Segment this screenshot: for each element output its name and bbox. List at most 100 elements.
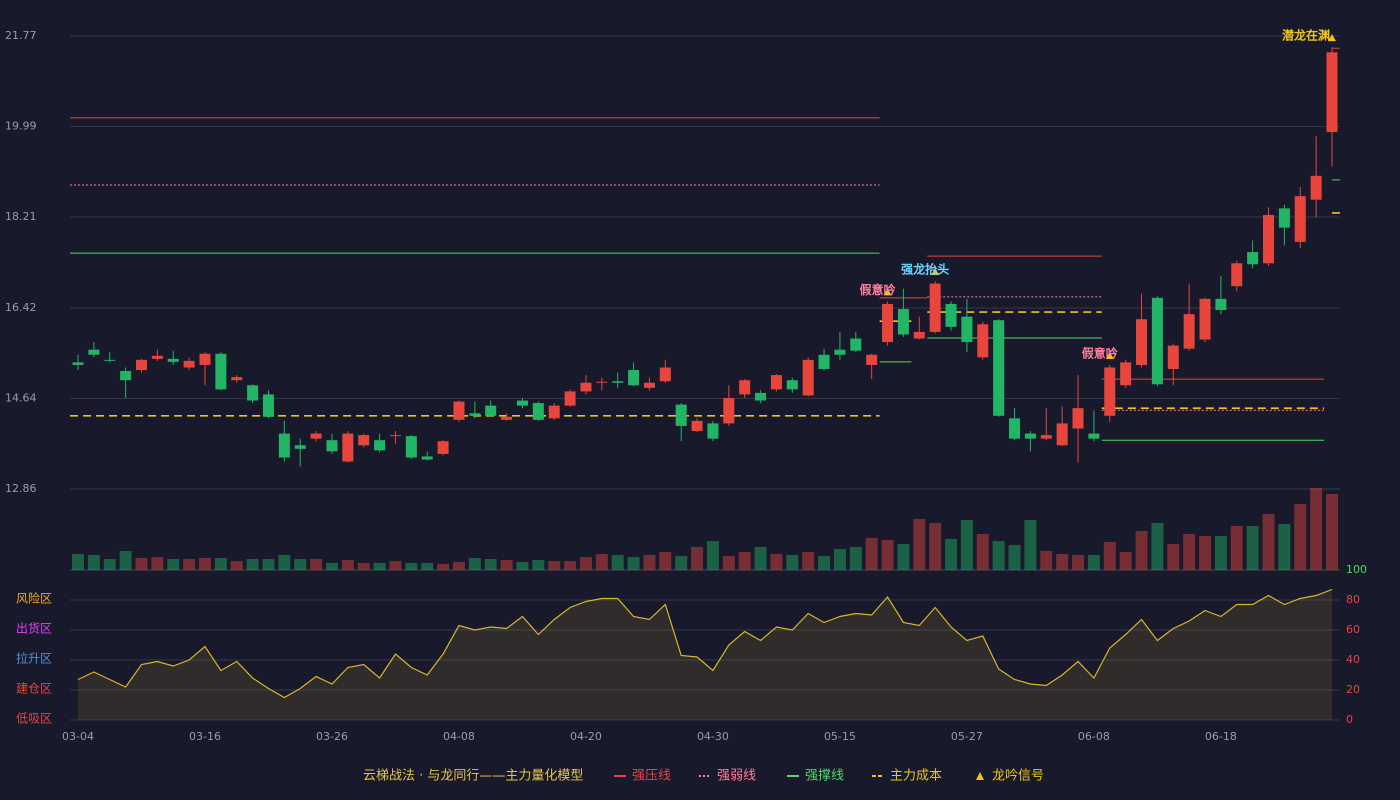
candle-body [1009, 418, 1021, 439]
candle-body [405, 436, 417, 458]
x-tick-label: 05-15 [824, 730, 856, 743]
y2-tick-label: 20 [1346, 683, 1360, 696]
volume-bar [421, 563, 434, 570]
y-tick-label: 14.64 [5, 392, 37, 405]
candle-body [1183, 314, 1195, 349]
volume-bar [1262, 514, 1275, 570]
volume-bar [1278, 524, 1291, 570]
candle-body [628, 370, 640, 386]
candle-body [866, 354, 878, 365]
volume-bar [87, 555, 100, 570]
zone-label: 出货区 [16, 621, 52, 636]
y-tick-label: 18.21 [5, 210, 37, 223]
volume-bar [1024, 520, 1037, 570]
volume-bar [1008, 545, 1021, 570]
candle-body [310, 433, 322, 439]
x-tick-label: 05-27 [951, 730, 983, 743]
y-tick-label: 21.77 [5, 29, 37, 42]
volume-bar [706, 541, 719, 570]
volume-bar [1326, 494, 1338, 570]
legend-label: 强撑线 [805, 769, 844, 784]
signal-marker [1328, 34, 1336, 42]
volume-bar [1103, 542, 1116, 570]
volume-bar [1294, 504, 1307, 570]
candle-body [342, 433, 354, 462]
candle-body [659, 367, 671, 382]
y-tick-label: 12.86 [5, 482, 37, 495]
x-tick-label: 03-26 [316, 730, 348, 743]
volume-bar [135, 558, 148, 570]
signal-label: 假意吟 [1082, 345, 1118, 360]
signal-marker [1105, 351, 1114, 359]
indicator-area [78, 589, 1332, 720]
candle-body [1215, 298, 1227, 311]
candle-body [596, 381, 608, 383]
candle-body [215, 353, 227, 390]
x-tick-label: 06-18 [1205, 730, 1237, 743]
volume-bar [325, 563, 338, 570]
candle-body [183, 360, 195, 368]
volume-bar [405, 563, 418, 570]
candle-body [770, 375, 782, 390]
candle-body [755, 392, 767, 401]
candle-body [1294, 196, 1306, 242]
x-tick-label: 06-08 [1078, 730, 1110, 743]
legend-label: 主力成本 [890, 769, 942, 784]
candle-body [516, 400, 528, 406]
volume-bar [548, 561, 561, 570]
y2-tick-label: 60 [1346, 623, 1360, 636]
volume-bar [849, 547, 862, 570]
candle-body [72, 362, 84, 365]
candle-body [120, 371, 132, 381]
x-tick-label: 04-20 [570, 730, 602, 743]
candle-body [1104, 367, 1116, 416]
candle-body [1024, 433, 1036, 439]
volume-bar [452, 562, 465, 570]
candle-body [961, 316, 973, 343]
candle-body [1167, 345, 1179, 370]
candle-body [374, 440, 386, 451]
volume-bar [659, 552, 672, 570]
x-tick-label: 03-16 [189, 730, 221, 743]
candle-body [1231, 263, 1243, 287]
candle-body [135, 359, 147, 371]
candle-body [786, 380, 798, 390]
candle-body [1072, 408, 1084, 429]
signal-marker [883, 288, 892, 296]
signal-marker [931, 268, 940, 276]
volume-bar [976, 534, 989, 570]
volume-bar [579, 557, 592, 570]
candle-body [913, 331, 925, 339]
candle-body [580, 382, 592, 392]
legend-label: 龙吟信号 [992, 768, 1044, 784]
candle-body [151, 355, 163, 359]
volume-bar [341, 560, 354, 570]
candle-body [421, 456, 433, 460]
volume-bar [722, 556, 735, 570]
candle-body [1088, 433, 1100, 439]
candle-body [1263, 214, 1275, 264]
candle-body [675, 404, 687, 426]
volume-bar [262, 559, 275, 570]
candle-body [453, 401, 465, 420]
volume-bar [1230, 526, 1243, 570]
candle-body [262, 394, 274, 417]
volume-bar [802, 552, 815, 570]
candle-body [1056, 423, 1068, 446]
volume-bar [643, 555, 656, 570]
volume-bar [389, 561, 402, 570]
volume-bar [691, 547, 704, 570]
y2-tick-label: 80 [1346, 593, 1360, 606]
volume-bar [897, 544, 910, 570]
candle-body [501, 416, 513, 420]
volume-bar [357, 563, 370, 570]
volume-bar [484, 559, 497, 570]
zone-label: 风险区 [16, 591, 52, 606]
volume-bar [1151, 523, 1164, 570]
volume-bar [833, 549, 846, 570]
volume-bar [1246, 526, 1259, 570]
volume-bar [1135, 531, 1148, 570]
volume-bar [627, 557, 640, 570]
